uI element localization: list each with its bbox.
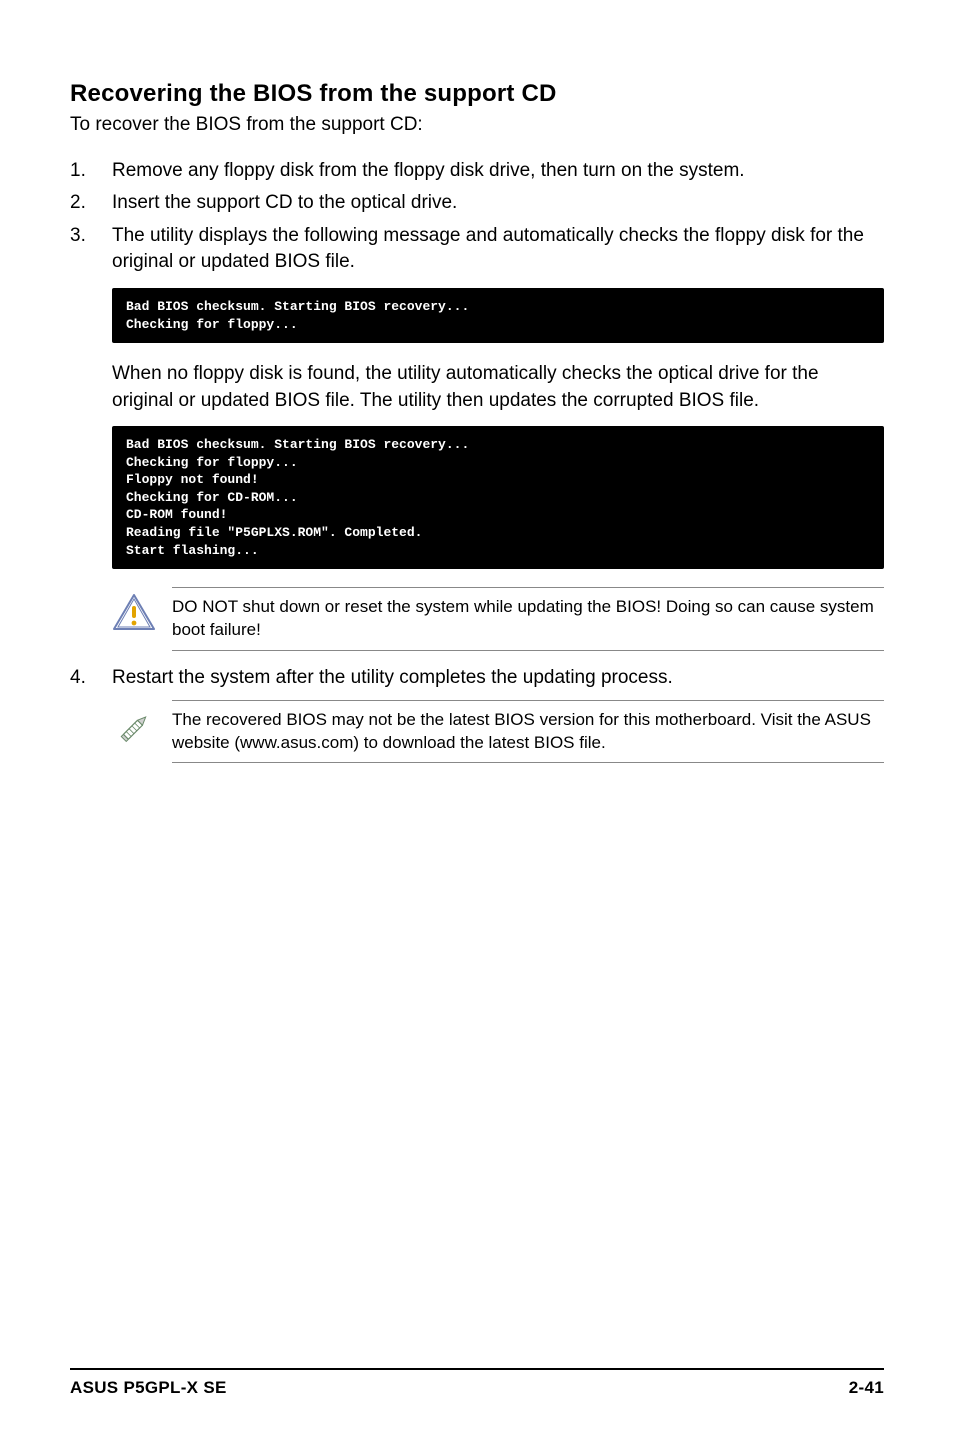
note-text: The recovered BIOS may not be the latest… bbox=[172, 709, 884, 755]
step-number: 3. bbox=[70, 223, 112, 276]
step-number: 2. bbox=[70, 190, 112, 217]
steps-list-cont: 4. Restart the system after the utility … bbox=[70, 665, 884, 692]
step-text: Restart the system after the utility com… bbox=[112, 665, 884, 692]
step-4: 4. Restart the system after the utility … bbox=[70, 665, 884, 692]
step-text: Remove any floppy disk from the floppy d… bbox=[112, 158, 884, 185]
note-callout: The recovered BIOS may not be the latest… bbox=[112, 700, 884, 764]
step-text: Insert the support CD to the optical dri… bbox=[112, 190, 884, 217]
warning-text: DO NOT shut down or reset the system whi… bbox=[172, 596, 884, 642]
terminal-output-1: Bad BIOS checksum. Starting BIOS recover… bbox=[112, 288, 884, 343]
mid-paragraph: When no floppy disk is found, the utilit… bbox=[112, 361, 884, 414]
step-2: 2. Insert the support CD to the optical … bbox=[70, 190, 884, 217]
step-number: 1. bbox=[70, 158, 112, 185]
warning-callout: DO NOT shut down or reset the system whi… bbox=[112, 587, 884, 651]
section-heading: Recovering the BIOS from the support CD bbox=[70, 80, 884, 108]
step-number: 4. bbox=[70, 665, 112, 692]
note-icon bbox=[112, 706, 156, 755]
step-1: 1. Remove any floppy disk from the flopp… bbox=[70, 158, 884, 185]
lead-paragraph: To recover the BIOS from the support CD: bbox=[70, 112, 884, 138]
footer-product: ASUS P5GPL-X SE bbox=[70, 1378, 227, 1398]
page-footer: ASUS P5GPL-X SE 2-41 bbox=[70, 1368, 884, 1398]
steps-list: 1. Remove any floppy disk from the flopp… bbox=[70, 158, 884, 276]
terminal-output-2: Bad BIOS checksum. Starting BIOS recover… bbox=[112, 426, 884, 569]
warning-icon bbox=[112, 593, 156, 638]
step-text: The utility displays the following messa… bbox=[112, 223, 884, 276]
footer-page-number: 2-41 bbox=[849, 1378, 884, 1398]
step-3: 3. The utility displays the following me… bbox=[70, 223, 884, 276]
